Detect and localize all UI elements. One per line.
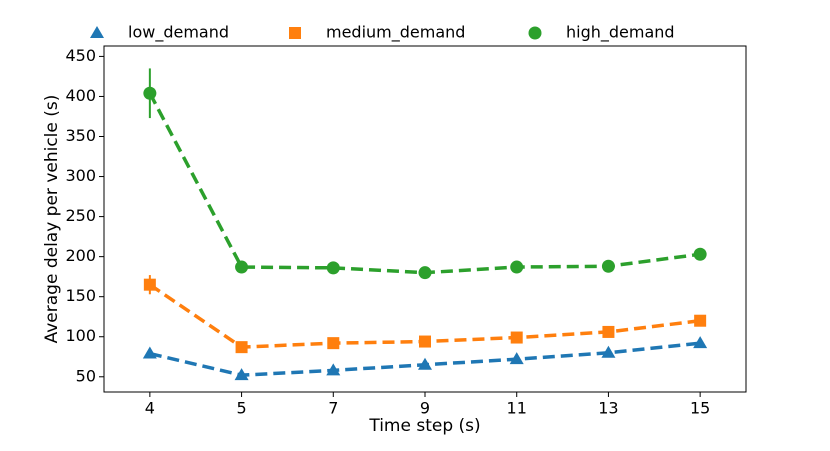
legend-label: low_demand xyxy=(128,23,229,43)
legend-label: high_demand xyxy=(566,23,675,43)
data-point xyxy=(234,368,249,381)
data-point xyxy=(143,278,156,291)
y-tick-label: 350 xyxy=(65,126,96,145)
x-tick-label: 5 xyxy=(236,399,246,418)
data-point xyxy=(419,335,431,348)
x-tick-label: 7 xyxy=(328,399,338,418)
data-point xyxy=(510,331,523,344)
y-tick-label: 250 xyxy=(65,206,96,225)
legend-marker xyxy=(90,26,104,38)
y-tick-label: 150 xyxy=(65,286,96,305)
data-point xyxy=(509,352,524,365)
y-tick-label: 100 xyxy=(65,326,96,345)
y-tick-label: 300 xyxy=(65,166,96,185)
series-line xyxy=(148,92,701,275)
data-point xyxy=(418,266,432,280)
data-point xyxy=(326,261,340,275)
data-point xyxy=(143,86,157,100)
data-point xyxy=(235,260,249,274)
legend-label: medium_demand xyxy=(326,23,465,43)
y-tick-label: 200 xyxy=(65,246,96,265)
data-point xyxy=(327,337,340,350)
data-point xyxy=(602,325,615,338)
x-tick-label: 13 xyxy=(598,399,618,418)
y-axis-label: Average delay per vehicle (s) xyxy=(42,95,62,344)
x-tick-label: 9 xyxy=(420,399,430,418)
y-tick-label: 400 xyxy=(65,86,96,105)
legend-marker xyxy=(528,26,542,40)
y-tick-label: 450 xyxy=(65,46,96,65)
data-point xyxy=(694,314,707,327)
x-tick-label: 15 xyxy=(690,399,710,418)
data-point xyxy=(142,346,157,359)
data-point xyxy=(601,259,615,273)
data-point xyxy=(326,363,341,376)
x-tick-label: 4 xyxy=(145,399,155,418)
data-point xyxy=(693,247,707,261)
legend-marker xyxy=(289,27,301,39)
y-tick-label: 50 xyxy=(76,366,96,385)
x-axis-label: Time step (s) xyxy=(368,416,480,436)
data-point xyxy=(693,336,708,349)
data-point xyxy=(418,357,432,370)
data-point xyxy=(235,341,248,354)
data-point xyxy=(510,260,524,274)
x-tick-label: 11 xyxy=(507,399,527,418)
data-point xyxy=(601,345,616,358)
